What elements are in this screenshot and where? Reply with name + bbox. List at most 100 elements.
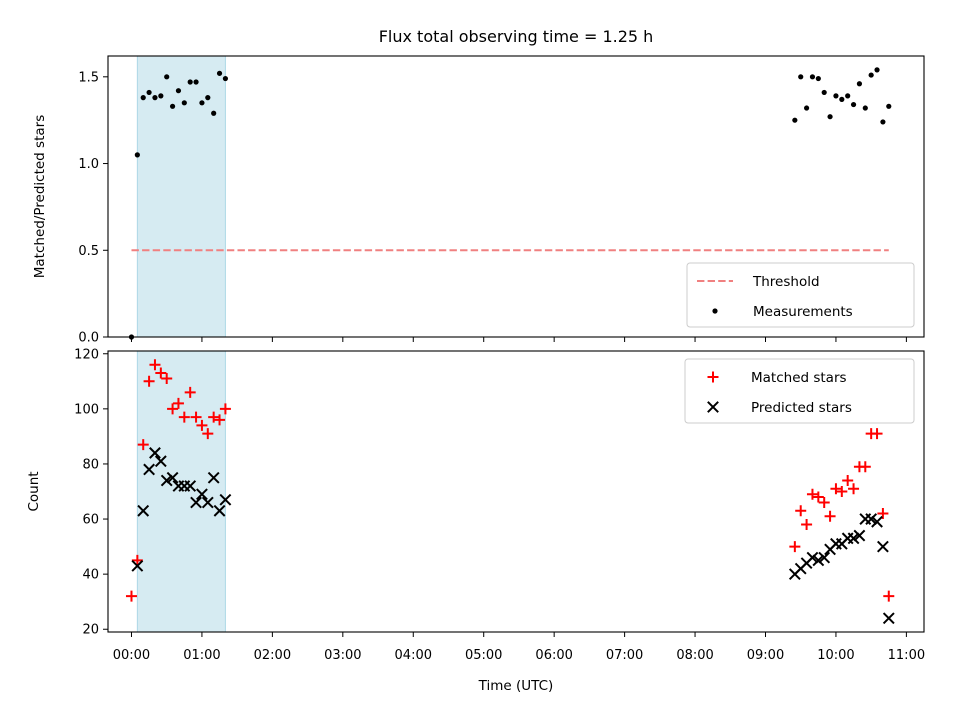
predicted-star-point xyxy=(137,504,150,517)
matched-star-point xyxy=(883,590,895,602)
legend-box xyxy=(686,262,915,328)
x-tick-label: 11:00 xyxy=(888,648,925,663)
measurement-point xyxy=(821,89,827,96)
measurement-point xyxy=(803,105,810,111)
x-tick-label: 00:00 xyxy=(113,648,150,663)
x-tick-label: 03:00 xyxy=(324,648,361,663)
matched-star-point xyxy=(842,474,854,486)
count-panel: 20 40 60 80 100 120 00:00 01:00 02:00 03:00 04:00 0… xyxy=(26,347,925,694)
measurement-point xyxy=(880,119,886,125)
predicted-star-point xyxy=(154,455,167,468)
matched-star-point xyxy=(172,397,184,409)
ratio-panel: 0.0 0.5 1.0 1.5 Matched/Predicted stars Thres… xyxy=(32,55,925,346)
matched-star-point xyxy=(196,419,208,431)
predicted-star-point xyxy=(143,463,156,476)
matched-star-point xyxy=(836,486,848,497)
y-tick-label: 100 xyxy=(74,402,99,417)
measurement-point xyxy=(886,103,892,109)
matched-star-point xyxy=(137,439,149,451)
matched-star-point xyxy=(812,491,824,503)
matched-star-point xyxy=(219,403,231,415)
predicted-star-point xyxy=(201,496,214,509)
measurement-point xyxy=(827,114,833,120)
predicted-star-point xyxy=(166,471,179,484)
observing-span xyxy=(136,55,226,338)
x-tick-label: 07:00 xyxy=(606,648,643,663)
matched-star-point xyxy=(824,510,836,522)
x-tick-label: 10:00 xyxy=(817,648,854,663)
predicted-star-point xyxy=(213,504,226,517)
x-tick-label: 06:00 xyxy=(535,648,572,663)
observing-span xyxy=(136,350,226,633)
matched-star-point xyxy=(131,554,143,566)
legend: Matched stars Predicted stars xyxy=(684,358,915,424)
predicted-star-point xyxy=(160,474,173,487)
y-axis-label: Count xyxy=(26,471,42,511)
measurement-point xyxy=(839,96,845,102)
measurement-point xyxy=(181,100,187,106)
measurement-point xyxy=(815,75,821,82)
y-tick-label: 1.0 xyxy=(78,157,99,172)
matched-star-point xyxy=(143,375,155,387)
legend-label: Threshold xyxy=(752,274,820,290)
legend: Threshold Measurements xyxy=(686,262,915,328)
y-tick-label: 40 xyxy=(82,568,99,583)
x-axis-label: Time (UTC) xyxy=(478,678,554,694)
axes-frame xyxy=(107,350,925,633)
y-axis-label: Matched/Predicted stars xyxy=(32,115,48,278)
matched-star-point xyxy=(789,541,801,553)
y-tick-label: 0.0 xyxy=(78,331,99,346)
legend-matched-swatch xyxy=(707,371,719,383)
predicted-star-point xyxy=(876,540,889,553)
measurement-point xyxy=(193,79,199,85)
legend-predicted-swatch xyxy=(707,401,719,413)
matched-star-point xyxy=(848,483,860,495)
predicted-star-point xyxy=(184,480,197,492)
measurement-point xyxy=(798,74,804,80)
matched-star-point xyxy=(214,414,226,426)
predicted-star-point xyxy=(207,471,220,484)
measurement-point xyxy=(205,95,211,101)
measurement-point xyxy=(216,70,223,76)
matched-star-point xyxy=(830,483,842,495)
matched-star-point xyxy=(190,411,202,423)
y-tick-label: 20 xyxy=(82,623,99,638)
measurement-point xyxy=(152,95,158,101)
measurement-point xyxy=(792,117,798,123)
matched-star-point xyxy=(155,367,167,379)
matched-star-point xyxy=(178,411,190,423)
matched-star-point xyxy=(125,590,137,602)
matched-star-point xyxy=(801,519,813,531)
matched-star-point xyxy=(871,428,883,440)
measurement-point xyxy=(868,72,874,78)
predicted-star-point xyxy=(149,447,161,459)
measurement-point xyxy=(850,101,857,108)
matched-star-point xyxy=(208,411,220,423)
measurement-point xyxy=(856,81,863,87)
matched-star-point xyxy=(877,508,889,520)
matched-star-point xyxy=(202,428,214,440)
x-tick-label: 09:00 xyxy=(747,648,784,663)
measurement-point xyxy=(169,103,176,109)
legend-label: Measurements xyxy=(753,304,853,320)
matched-star-point xyxy=(795,505,807,517)
predicted-star-point xyxy=(847,532,860,545)
x-tick-label: 08:00 xyxy=(676,648,713,663)
matched-star-point xyxy=(149,359,161,371)
predicted-star-point xyxy=(871,515,883,528)
predicted-star-point xyxy=(131,559,144,572)
measurement-point xyxy=(140,95,146,101)
legend-box xyxy=(684,358,915,424)
measurement-point xyxy=(199,100,205,106)
matched-star-point xyxy=(167,403,179,415)
y-tick-label: 120 xyxy=(74,347,99,362)
measurement-point xyxy=(146,89,152,96)
predicted-star-point xyxy=(882,612,895,625)
predicted-star-point xyxy=(818,551,831,564)
legend-label: Matched stars xyxy=(751,370,847,386)
matched-star-point xyxy=(806,488,818,500)
y-tick-label: 1.5 xyxy=(78,70,99,85)
predicted-star-point xyxy=(196,488,208,501)
predicted-star-point xyxy=(219,493,232,506)
